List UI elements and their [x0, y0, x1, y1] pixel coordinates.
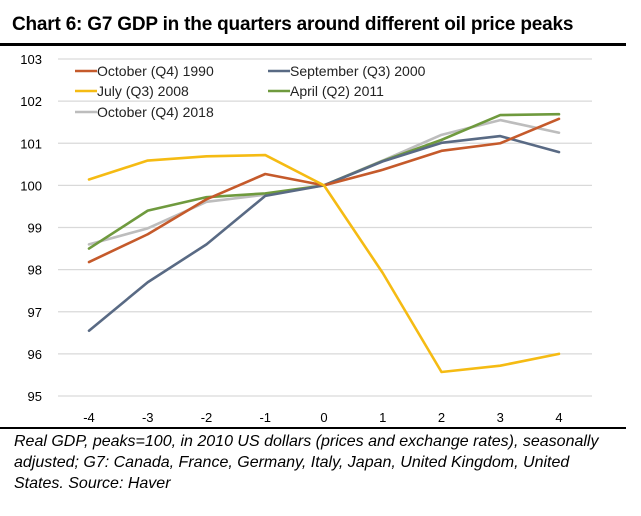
x-tick-label: 3: [497, 410, 504, 425]
y-tick-label: 98: [28, 263, 42, 278]
series-line-october-q4-1990: [87, 117, 561, 264]
legend-item: April (Q2) 2011: [268, 83, 384, 99]
y-tick-label: 101: [20, 136, 42, 151]
y-tick-label: 96: [28, 347, 42, 362]
x-tick-label: -4: [83, 410, 95, 425]
series-line-september-q3-2000: [87, 134, 561, 333]
y-tick-label: 100: [20, 178, 42, 193]
x-tick-label: 0: [320, 410, 327, 425]
legend-label: October (Q4) 1990: [97, 63, 214, 79]
legend-item: July (Q3) 2008: [75, 83, 189, 99]
y-tick-label: 95: [28, 389, 42, 404]
x-tick-label: 2: [438, 410, 445, 425]
series-line-july-q3-2008: [87, 153, 561, 374]
x-tick-label: -1: [259, 410, 271, 425]
legend-label: April (Q2) 2011: [290, 83, 384, 99]
line-chart: 95 96 97 98 99 100 101 102 103 -4 -3 -2 -1 0 1 2 3 4 Oct…: [20, 52, 592, 425]
legend-label: July (Q3) 2008: [97, 83, 189, 99]
footer-rule: [0, 427, 626, 429]
y-tick-label: 103: [20, 52, 42, 67]
legend-item: October (Q4) 2018: [75, 104, 214, 120]
y-axis-ticks: 95 96 97 98 99 100 101 102 103: [20, 52, 42, 404]
x-tick-label: 4: [555, 410, 562, 425]
legend: October (Q4) 1990 September (Q3) 2000 July…: [75, 63, 426, 120]
legend-item: September (Q3) 2000: [268, 63, 426, 79]
x-tick-label: -2: [201, 410, 213, 425]
x-tick-label: 1: [379, 410, 386, 425]
y-tick-label: 99: [28, 221, 42, 236]
legend-label: October (Q4) 2018: [97, 104, 214, 120]
y-tick-label: 102: [20, 94, 42, 109]
legend-item: October (Q4) 1990: [75, 63, 214, 79]
footnote: Real GDP, peaks=100, in 2010 US dollars …: [14, 433, 599, 492]
x-axis-ticks: -4 -3 -2 -1 0 1 2 3 4: [83, 410, 562, 425]
chart-title: Chart 6: G7 GDP in the quarters around d…: [12, 14, 574, 35]
series-lines: [87, 112, 561, 374]
y-tick-label: 97: [28, 305, 42, 320]
legend-label: September (Q3) 2000: [290, 63, 426, 79]
title-rule: [0, 43, 626, 46]
x-tick-label: -3: [142, 410, 154, 425]
